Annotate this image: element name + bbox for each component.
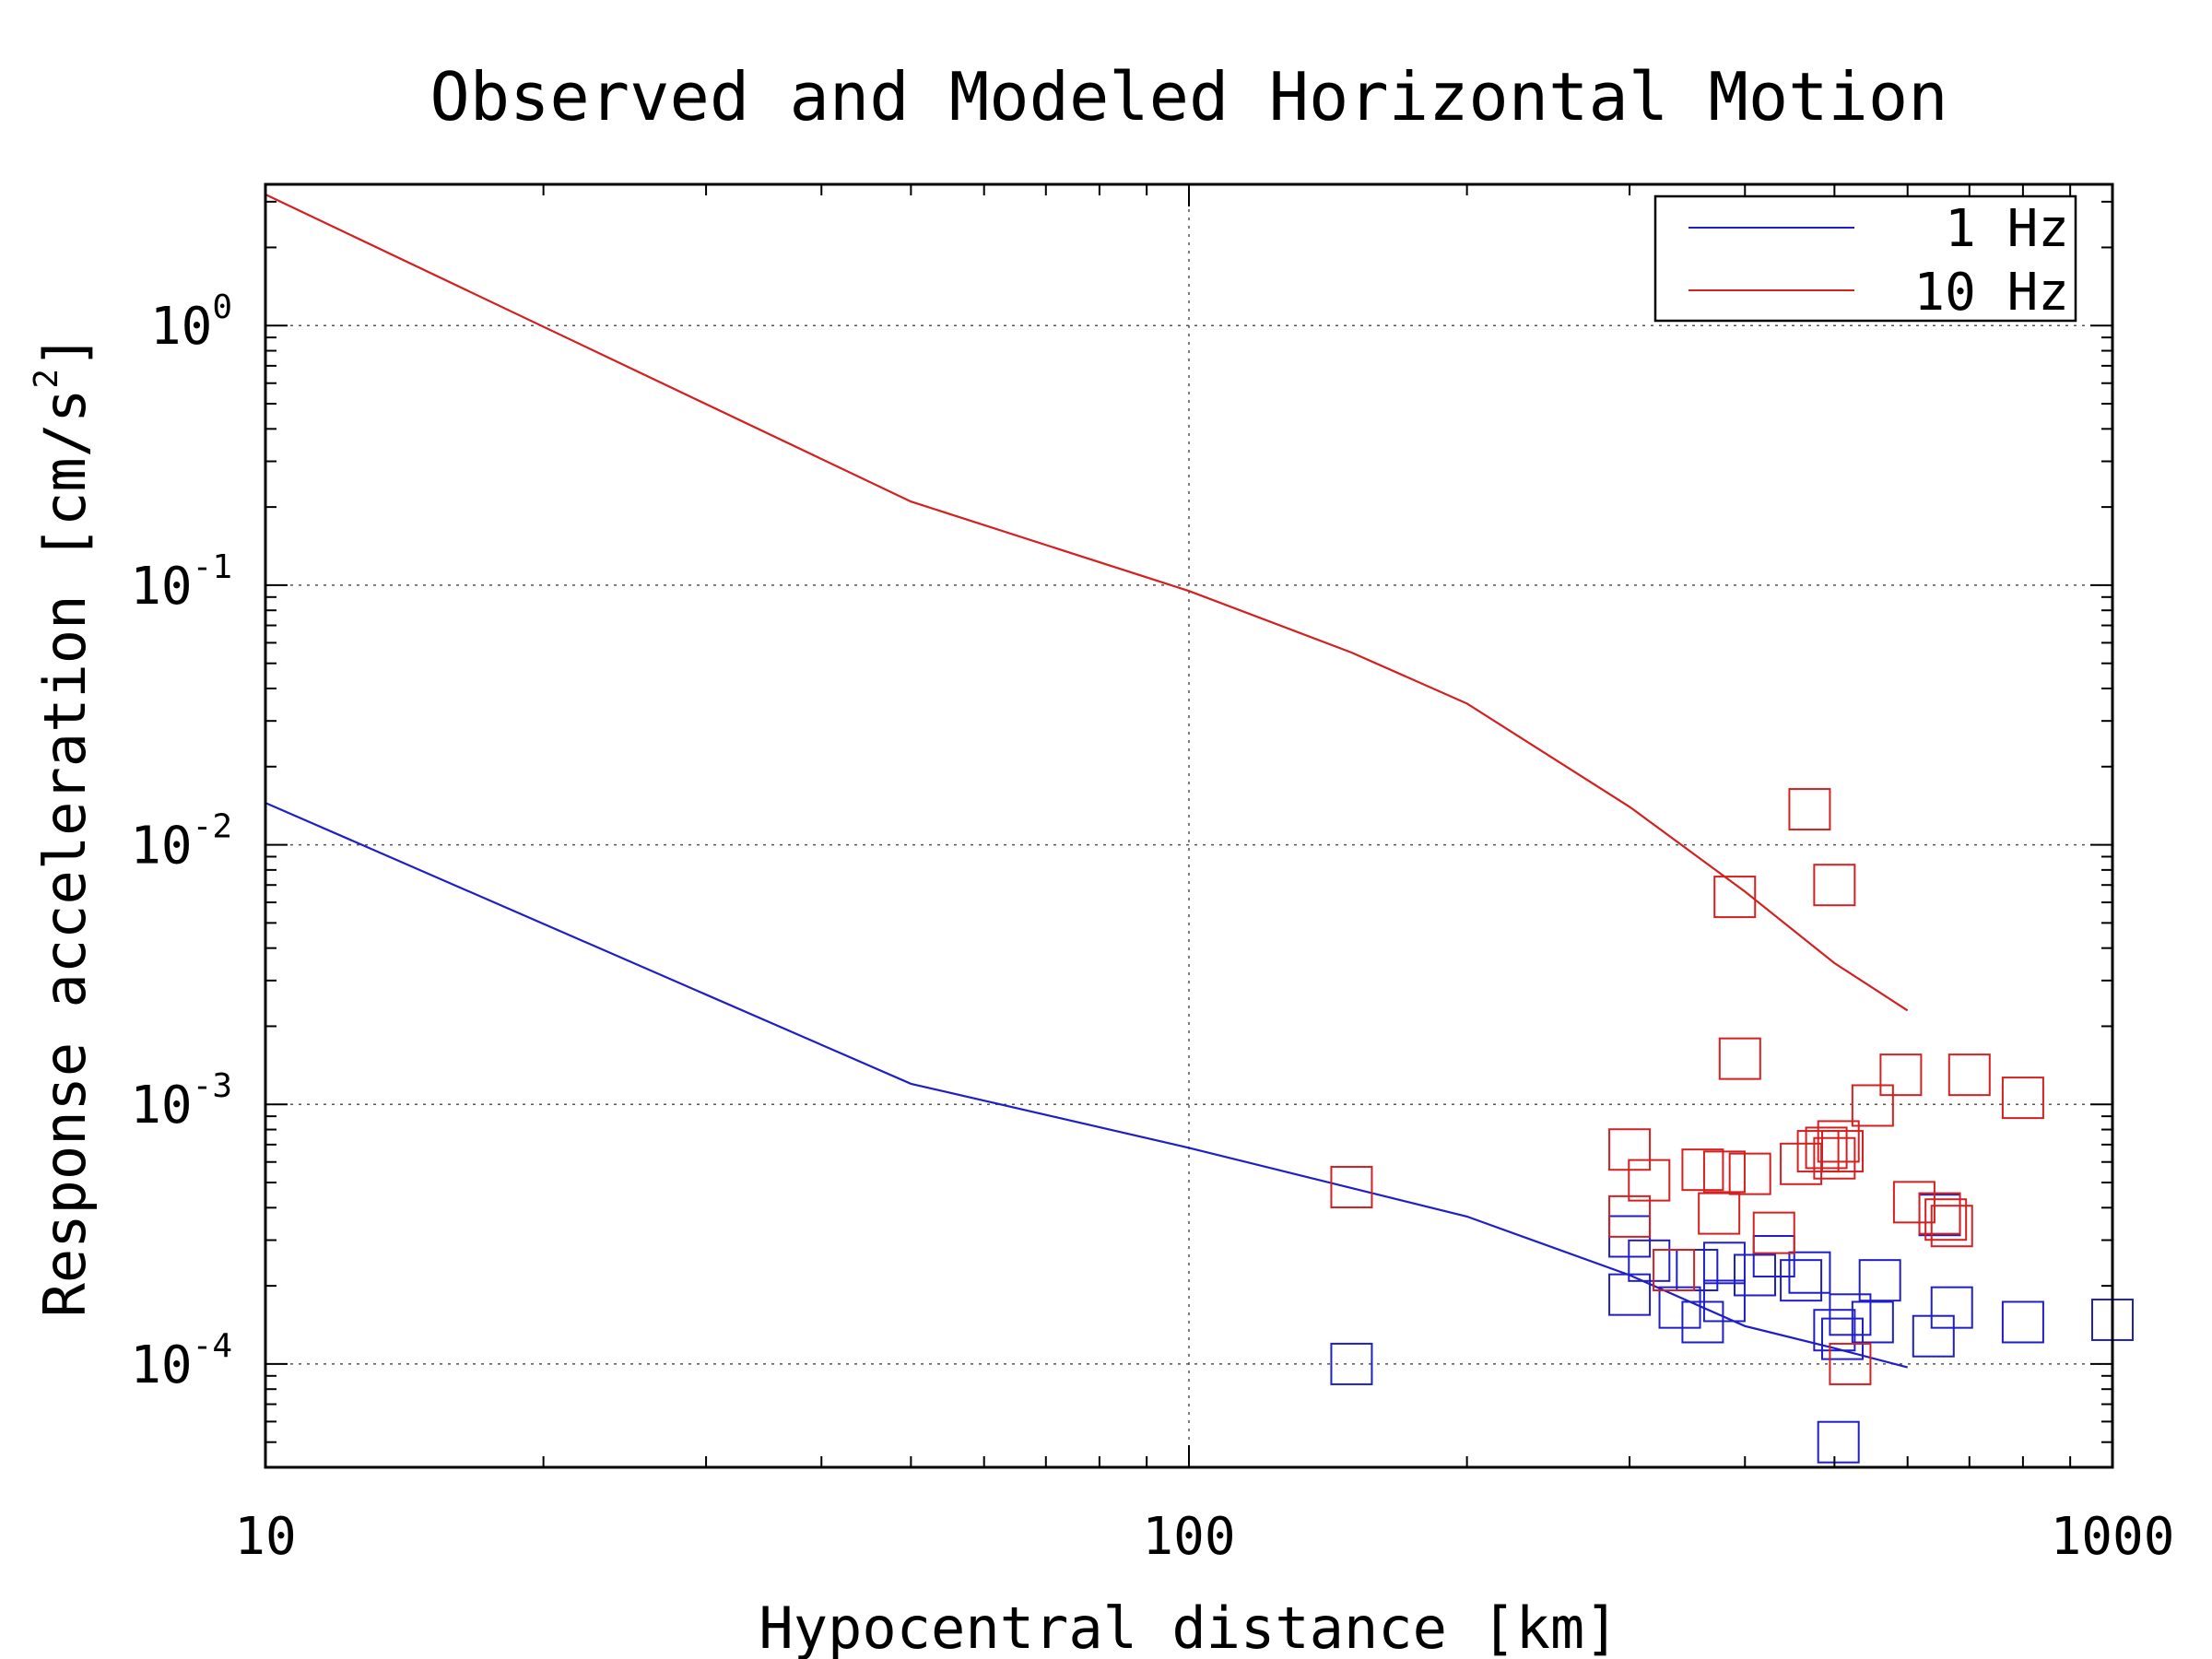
observed-point-10hz	[1851, 1084, 1894, 1127]
observed-point-1hz	[1820, 1317, 1864, 1360]
observed-point-1hz	[1788, 1251, 1831, 1294]
observed-point-1hz	[1658, 1286, 1701, 1329]
observed-point-1hz	[1681, 1300, 1724, 1344]
observed-point-1hz	[1702, 1279, 1746, 1323]
observed-point-10hz	[1805, 1126, 1848, 1170]
observed-point-10hz	[1330, 1166, 1373, 1209]
observed-point-1hz	[1676, 1249, 1719, 1292]
observed-point-1hz	[1829, 1293, 1872, 1336]
observed-point-10hz	[1947, 1053, 1991, 1097]
observed-point-1hz	[1780, 1259, 1823, 1302]
observed-point-10hz	[1892, 1181, 1936, 1224]
x-tick-label: 10	[234, 1507, 296, 1567]
observed-point-1hz	[1330, 1342, 1373, 1385]
x-tick-label: 100	[1142, 1507, 1235, 1567]
observed-point-10hz	[1813, 1136, 1856, 1180]
y-axis-label-end: ]	[31, 335, 99, 369]
y-tick-label: 10-2	[130, 808, 232, 877]
observed-point-10hz	[1817, 1120, 1860, 1163]
observed-point-10hz	[2001, 1077, 2044, 1120]
legend: 1 Hz 10 Hz	[1653, 194, 2077, 323]
grid-lines	[265, 184, 2112, 1467]
observed-point-10hz	[1788, 788, 1831, 831]
legend-label-10hz: 10 Hz	[1913, 263, 2069, 323]
observed-point-1hz	[1930, 1286, 1973, 1329]
observed-point-1hz	[1851, 1300, 1894, 1344]
observed-point-1hz	[1702, 1241, 1746, 1285]
observed-point-10hz	[1879, 1053, 1923, 1097]
observed-point-10hz	[1698, 1192, 1741, 1235]
observed-point-10hz	[1713, 876, 1757, 919]
y-axis-label-main: Response acceleration [cm/s	[31, 389, 99, 1318]
observed-point-10hz	[1752, 1211, 1795, 1254]
observed-point-10hz	[1918, 1192, 1961, 1235]
observed-point-1hz	[1817, 1420, 1860, 1464]
observed-point-10hz	[1820, 1130, 1864, 1173]
y-tick-label: 100	[150, 288, 232, 357]
model-lines	[265, 194, 1909, 1369]
x-tick-label: 1000	[2051, 1507, 2175, 1567]
observed-point-10hz	[1829, 1342, 1872, 1385]
legend-box	[1653, 194, 2077, 323]
observed-point-1hz	[1858, 1259, 1901, 1302]
observed-point-1hz	[2001, 1300, 2044, 1344]
model-line-10hz	[265, 194, 1909, 1012]
observed-point-10hz	[1628, 1159, 1671, 1202]
chart-title: Observed and Modeled Horizontal Motion	[429, 58, 1947, 135]
observed-point-1hz	[1628, 1239, 1671, 1282]
observed-point-10hz	[1653, 1249, 1696, 1292]
observed-point-10hz	[1702, 1150, 1746, 1194]
observed-point-10hz	[1718, 1037, 1761, 1080]
y-tick-label: 10-4	[130, 1327, 232, 1395]
observed-point-10hz	[1728, 1152, 1771, 1195]
observed-point-10hz	[1930, 1205, 1973, 1248]
observed-point-10hz	[1813, 864, 1856, 907]
observed-point-10hz	[1681, 1148, 1724, 1192]
axis-ticks	[265, 184, 2113, 1468]
y-tick-label: 10-1	[130, 548, 232, 617]
y-axis-label-superscript: 2	[28, 369, 65, 389]
observed-point-1hz	[1912, 1314, 1955, 1358]
observed-point-10hz	[1924, 1198, 1968, 1241]
model-line-1hz	[265, 802, 1908, 1369]
y-axis-label: Response acceleration [cm/s2]	[28, 335, 99, 1318]
observed-point-1hz	[1734, 1253, 1777, 1297]
observed-point-1hz	[1813, 1309, 1856, 1352]
x-tick-labels: 10 100 1000	[234, 1507, 2174, 1567]
observed-points	[1330, 788, 2134, 1464]
observed-point-1hz	[1752, 1235, 1795, 1278]
y-tick-labels: 10-4 10-3 10-2 10-1 100	[130, 288, 232, 1395]
x-axis-label: Hypocentral distance [km]	[759, 1594, 1618, 1659]
y-tick-label: 10-3	[130, 1067, 232, 1135]
legend-label-1hz: 1 Hz	[1945, 199, 2069, 259]
